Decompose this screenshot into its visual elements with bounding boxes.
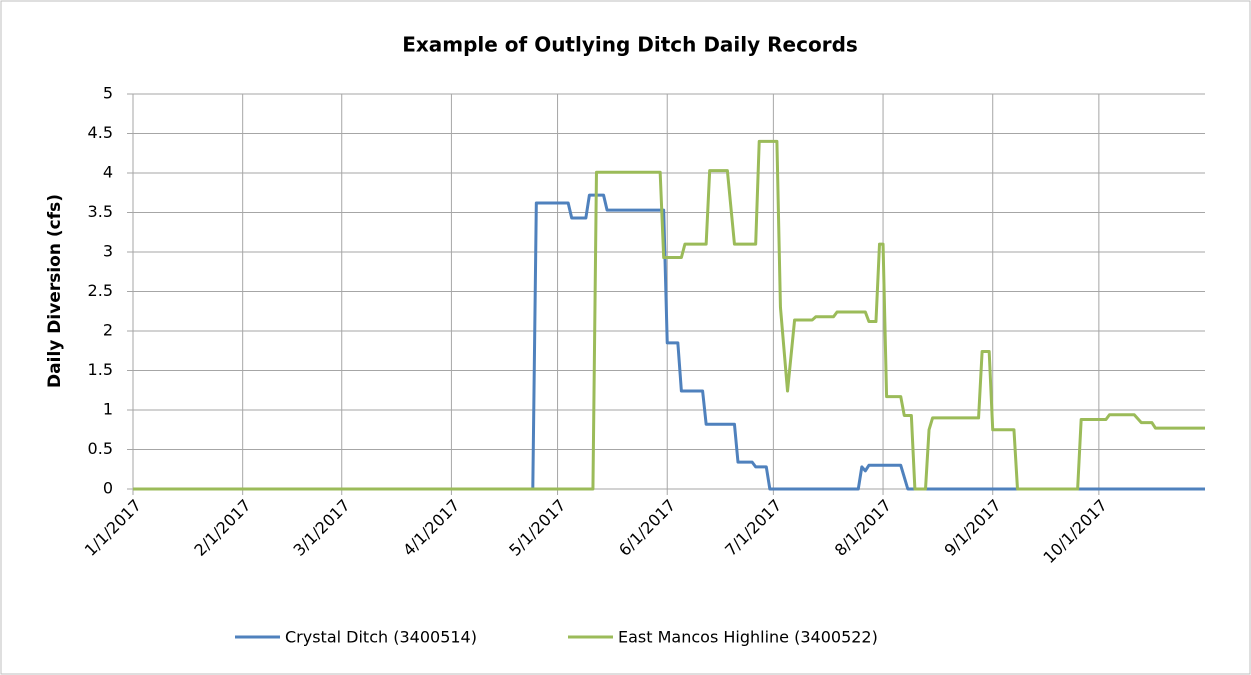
y-tick-label: 3	[103, 242, 113, 261]
y-tick-label: 2	[103, 321, 113, 340]
series-line	[133, 193, 1205, 491]
y-tick-label: 2.5	[88, 281, 113, 300]
legend-label: Crystal Ditch (3400514)	[285, 628, 477, 647]
y-tick-label: 4	[103, 163, 113, 182]
y-tick-label: 0.5	[88, 439, 113, 458]
y-tick-label: 3.5	[88, 202, 113, 221]
y-tick-label: 1	[103, 400, 113, 419]
y-tick-label: 0	[103, 479, 113, 498]
legend-label: East Mancos Highline (3400522)	[618, 628, 878, 647]
series-line	[133, 139, 1205, 491]
y-tick-label: 1.5	[88, 360, 113, 379]
y-axis-label: Daily Diversion (cfs)	[45, 194, 65, 388]
chart-title: Example of Outlying Ditch Daily Records	[402, 33, 858, 57]
y-tick-label: 4.5	[88, 123, 113, 142]
y-tick-label: 5	[103, 84, 113, 103]
